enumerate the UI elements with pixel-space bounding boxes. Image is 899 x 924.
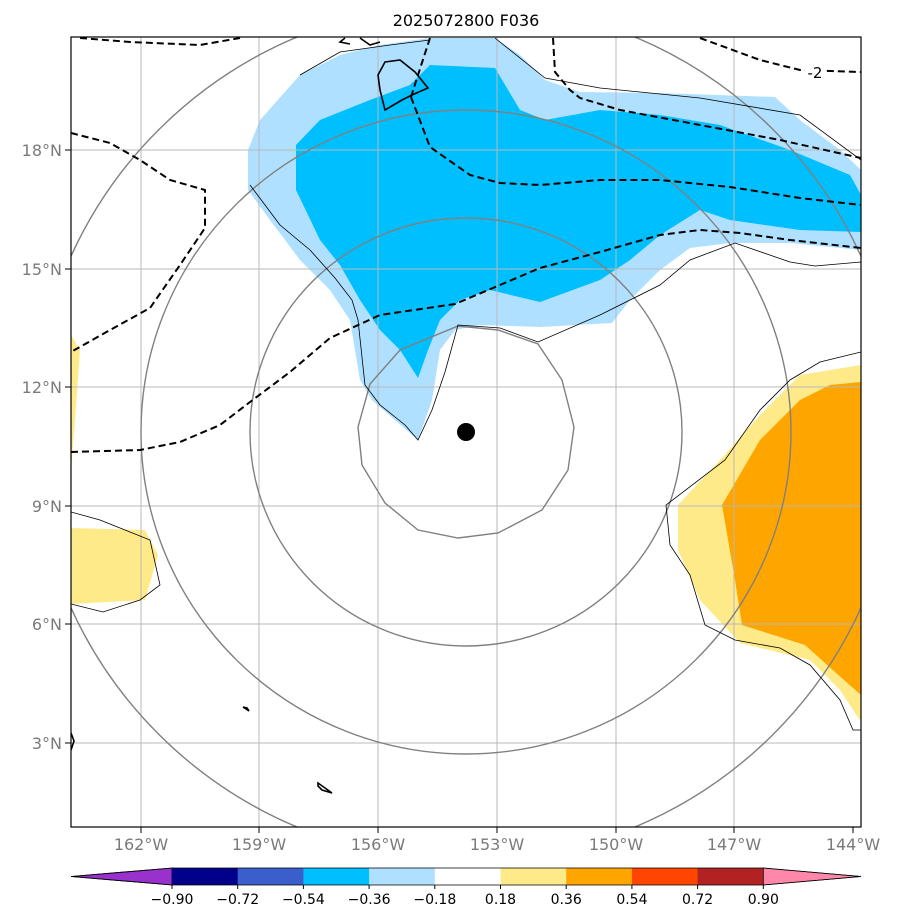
lon-label: 159°W (232, 835, 287, 854)
lon-label: 147°W (707, 835, 762, 854)
lon-tick-labels: 162°W 159°W 156°W 153°W 150°W 147°W 144°… (114, 835, 881, 854)
islet-south-1 (242, 706, 250, 712)
lat-label: 12°N (22, 378, 62, 397)
zero-contours (71, 37, 861, 731)
lon-label: 144°W (826, 835, 881, 854)
colorbar-label: −0.90 (151, 892, 194, 908)
colorbar-segment (369, 868, 436, 885)
colorbar-label: −0.54 (282, 892, 325, 908)
coastlines (71, 37, 430, 794)
colorbar-label: 0.90 (748, 892, 779, 908)
colorbar-label: 0.54 (616, 892, 647, 908)
islet-west (71, 732, 75, 751)
colorbar-label: 0.18 (485, 892, 516, 908)
colorbar-label: 0.72 (682, 892, 713, 908)
tick-marks (65, 149, 854, 833)
left-yellow-region (71, 528, 158, 604)
colorbar-segment (500, 868, 567, 885)
hawaii-islets (338, 37, 381, 46)
storm-center-marker (457, 423, 475, 441)
blue-region (296, 65, 861, 378)
range-rings (71, 37, 861, 827)
colorbar-label: 0.36 (551, 892, 582, 908)
lon-label: 162°W (114, 835, 169, 854)
colorbar-segment (697, 868, 764, 885)
colorbar-segment (172, 868, 239, 885)
lon-label: 156°W (351, 835, 406, 854)
contour-label: -2 (808, 64, 823, 82)
shaded-fields (71, 38, 861, 722)
plot-frame (70, 36, 862, 828)
colorbar-segment (237, 868, 304, 885)
colorbar-segment (434, 868, 501, 885)
lon-label: 153°W (470, 835, 525, 854)
colorbar-extend-high (762, 867, 862, 886)
lat-label: 6°N (32, 615, 62, 634)
map-title: 2025072800 F036 (393, 11, 540, 30)
colorbar: −0.90 −0.72 −0.54 −0.36 −0.18 0.18 0.36 0.54 0.7… (70, 867, 862, 908)
colorbar-segment (566, 868, 633, 885)
dashed-contours (71, 37, 861, 453)
lon-label: 150°W (589, 835, 644, 854)
lat-tick-labels: 18°N 15°N 12°N 9°N 6°N 3°N (22, 141, 62, 753)
colorbar-label: −0.18 (413, 892, 456, 908)
lat-label: 15°N (22, 260, 62, 279)
colorbar-segment (631, 868, 699, 885)
lat-label: 18°N (22, 141, 62, 160)
colorbar-label: −0.72 (216, 892, 259, 908)
hawaii-big-island (377, 59, 430, 112)
islet-south-2 (317, 781, 333, 794)
lat-label: 3°N (32, 734, 62, 753)
left-yellow-strip (71, 335, 80, 470)
right-orange-region (722, 382, 861, 695)
colorbar-label: −0.36 (348, 892, 391, 908)
colorbar-extend-low (70, 867, 173, 886)
lat-label: 9°N (32, 497, 62, 516)
colorbar-segment (303, 868, 370, 885)
grid-lines (71, 37, 861, 827)
